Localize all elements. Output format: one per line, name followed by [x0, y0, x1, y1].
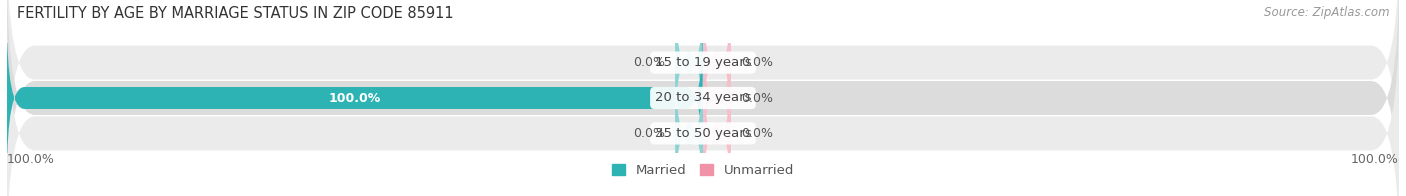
FancyBboxPatch shape	[675, 0, 703, 140]
FancyBboxPatch shape	[703, 0, 731, 140]
Text: 100.0%: 100.0%	[7, 153, 55, 166]
FancyBboxPatch shape	[7, 20, 703, 176]
FancyBboxPatch shape	[703, 56, 731, 196]
Text: 100.0%: 100.0%	[329, 92, 381, 104]
FancyBboxPatch shape	[675, 56, 703, 196]
Text: 0.0%: 0.0%	[633, 56, 665, 69]
Text: Source: ZipAtlas.com: Source: ZipAtlas.com	[1264, 6, 1389, 19]
Text: 0.0%: 0.0%	[741, 127, 773, 140]
FancyBboxPatch shape	[7, 9, 1399, 196]
Text: FERTILITY BY AGE BY MARRIAGE STATUS IN ZIP CODE 85911: FERTILITY BY AGE BY MARRIAGE STATUS IN Z…	[17, 6, 454, 21]
Legend: Married, Unmarried: Married, Unmarried	[612, 164, 794, 177]
FancyBboxPatch shape	[7, 0, 1399, 187]
FancyBboxPatch shape	[7, 0, 1399, 196]
Text: 35 to 50 years: 35 to 50 years	[655, 127, 751, 140]
Text: 15 to 19 years: 15 to 19 years	[655, 56, 751, 69]
Text: 0.0%: 0.0%	[741, 56, 773, 69]
Text: 20 to 34 years: 20 to 34 years	[655, 92, 751, 104]
FancyBboxPatch shape	[703, 20, 731, 176]
Text: 0.0%: 0.0%	[741, 92, 773, 104]
Text: 0.0%: 0.0%	[633, 127, 665, 140]
Text: 100.0%: 100.0%	[1351, 153, 1399, 166]
